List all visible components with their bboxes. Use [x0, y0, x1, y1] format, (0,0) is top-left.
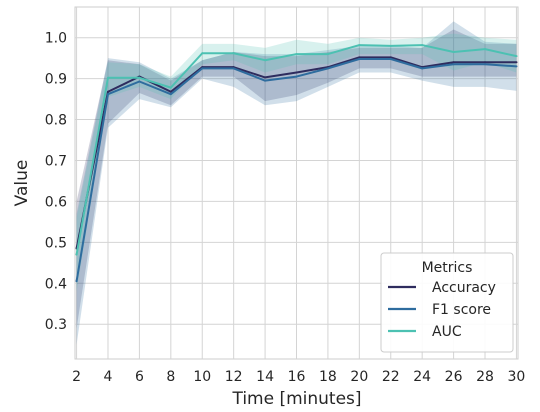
accuracy-point	[484, 61, 487, 64]
auc-point	[75, 253, 78, 256]
x-tick-label: 14	[256, 369, 274, 385]
series-lines	[75, 44, 518, 283]
x-tick-label: 20	[350, 369, 368, 385]
y-tick-label: 0.9	[45, 72, 67, 88]
x-tick-label: 6	[135, 369, 144, 385]
f1-score-point	[232, 67, 235, 70]
legend: Metrics Accuracy F1 score AUC	[380, 252, 514, 353]
accuracy-point	[169, 90, 172, 93]
y-tick-labels: 0.3 0.4 0.5 0.6 0.7 0.8 0.9 1.0	[45, 31, 67, 334]
auc-point	[421, 44, 424, 47]
auc-point	[358, 44, 361, 47]
y-tick-label: 0.5	[45, 235, 67, 251]
legend-label-accuracy: Accuracy	[432, 280, 496, 296]
x-tick-label: 4	[104, 369, 113, 385]
f1-score-point	[326, 67, 329, 70]
legend-items: Accuracy F1 score AUC	[388, 280, 496, 340]
auc-band	[76, 33, 517, 292]
accuracy-point	[389, 56, 392, 59]
y-tick-label: 0.8	[45, 113, 67, 129]
f1-score-point	[358, 57, 361, 60]
y-tick-label: 0.4	[45, 276, 67, 292]
x-tick-label: 16	[288, 369, 306, 385]
auc-point	[389, 44, 392, 47]
auc-point	[515, 55, 518, 58]
accuracy-point	[106, 90, 109, 93]
legend-label-f1-score: F1 score	[432, 302, 491, 318]
legend-title: Metrics	[422, 260, 473, 276]
auc-point	[295, 53, 298, 56]
f1-score-point	[389, 57, 392, 60]
grid	[75, 7, 518, 359]
x-tick-label: 22	[382, 369, 400, 385]
f1-score-point	[264, 79, 267, 82]
accuracy-point	[295, 71, 298, 74]
auc-point	[232, 52, 235, 55]
accuracy-band	[76, 29, 517, 329]
confidence-bands	[76, 21, 517, 345]
f1-score-point	[421, 67, 424, 70]
x-tick-label: 18	[319, 369, 337, 385]
x-axis-title: Time [minutes]	[231, 389, 361, 409]
f1-score-point	[295, 75, 298, 78]
f1-score-point	[106, 93, 109, 96]
x-tick-label: 12	[225, 369, 243, 385]
y-axis-title: Value	[12, 160, 32, 207]
f1-score-point	[138, 80, 141, 83]
y-tick-label: 0.6	[45, 194, 67, 210]
x-tick-label: 30	[508, 369, 526, 385]
auc-point	[484, 48, 487, 51]
x-tick-label: 24	[413, 369, 431, 385]
f1-score-point	[452, 63, 455, 66]
accuracy-point	[264, 76, 267, 79]
x-tick-label: 2	[72, 369, 81, 385]
accuracy-point	[358, 56, 361, 59]
f1-score-point	[75, 280, 78, 283]
legend-label-auc: AUC	[432, 324, 462, 340]
y-tick-label: 1.0	[45, 31, 67, 47]
auc-point	[452, 51, 455, 54]
y-tick-label: 0.3	[45, 317, 67, 333]
x-tick-labels: 2 4 6 8 10 12 14 16 18 20 22 24 26 28 30	[72, 369, 525, 385]
f1-score-point	[515, 65, 518, 68]
auc-point	[169, 86, 172, 89]
auc-point	[264, 59, 267, 62]
x-tick-label: 10	[193, 369, 211, 385]
f1-score-band	[76, 21, 517, 345]
auc-point	[138, 76, 141, 79]
y-tick-label: 0.7	[45, 153, 67, 169]
accuracy-point	[515, 61, 518, 64]
auc-point	[106, 76, 109, 79]
f1-score-point	[484, 63, 487, 66]
auc-point	[201, 52, 204, 55]
f1-score-point	[201, 67, 204, 70]
f1-score-point	[169, 93, 172, 96]
auc-point	[326, 53, 329, 56]
x-tick-label: 28	[476, 369, 494, 385]
x-tick-label: 26	[445, 369, 463, 385]
x-tick-label: 8	[166, 369, 175, 385]
legend-box	[380, 252, 514, 353]
accuracy-point	[452, 61, 455, 64]
